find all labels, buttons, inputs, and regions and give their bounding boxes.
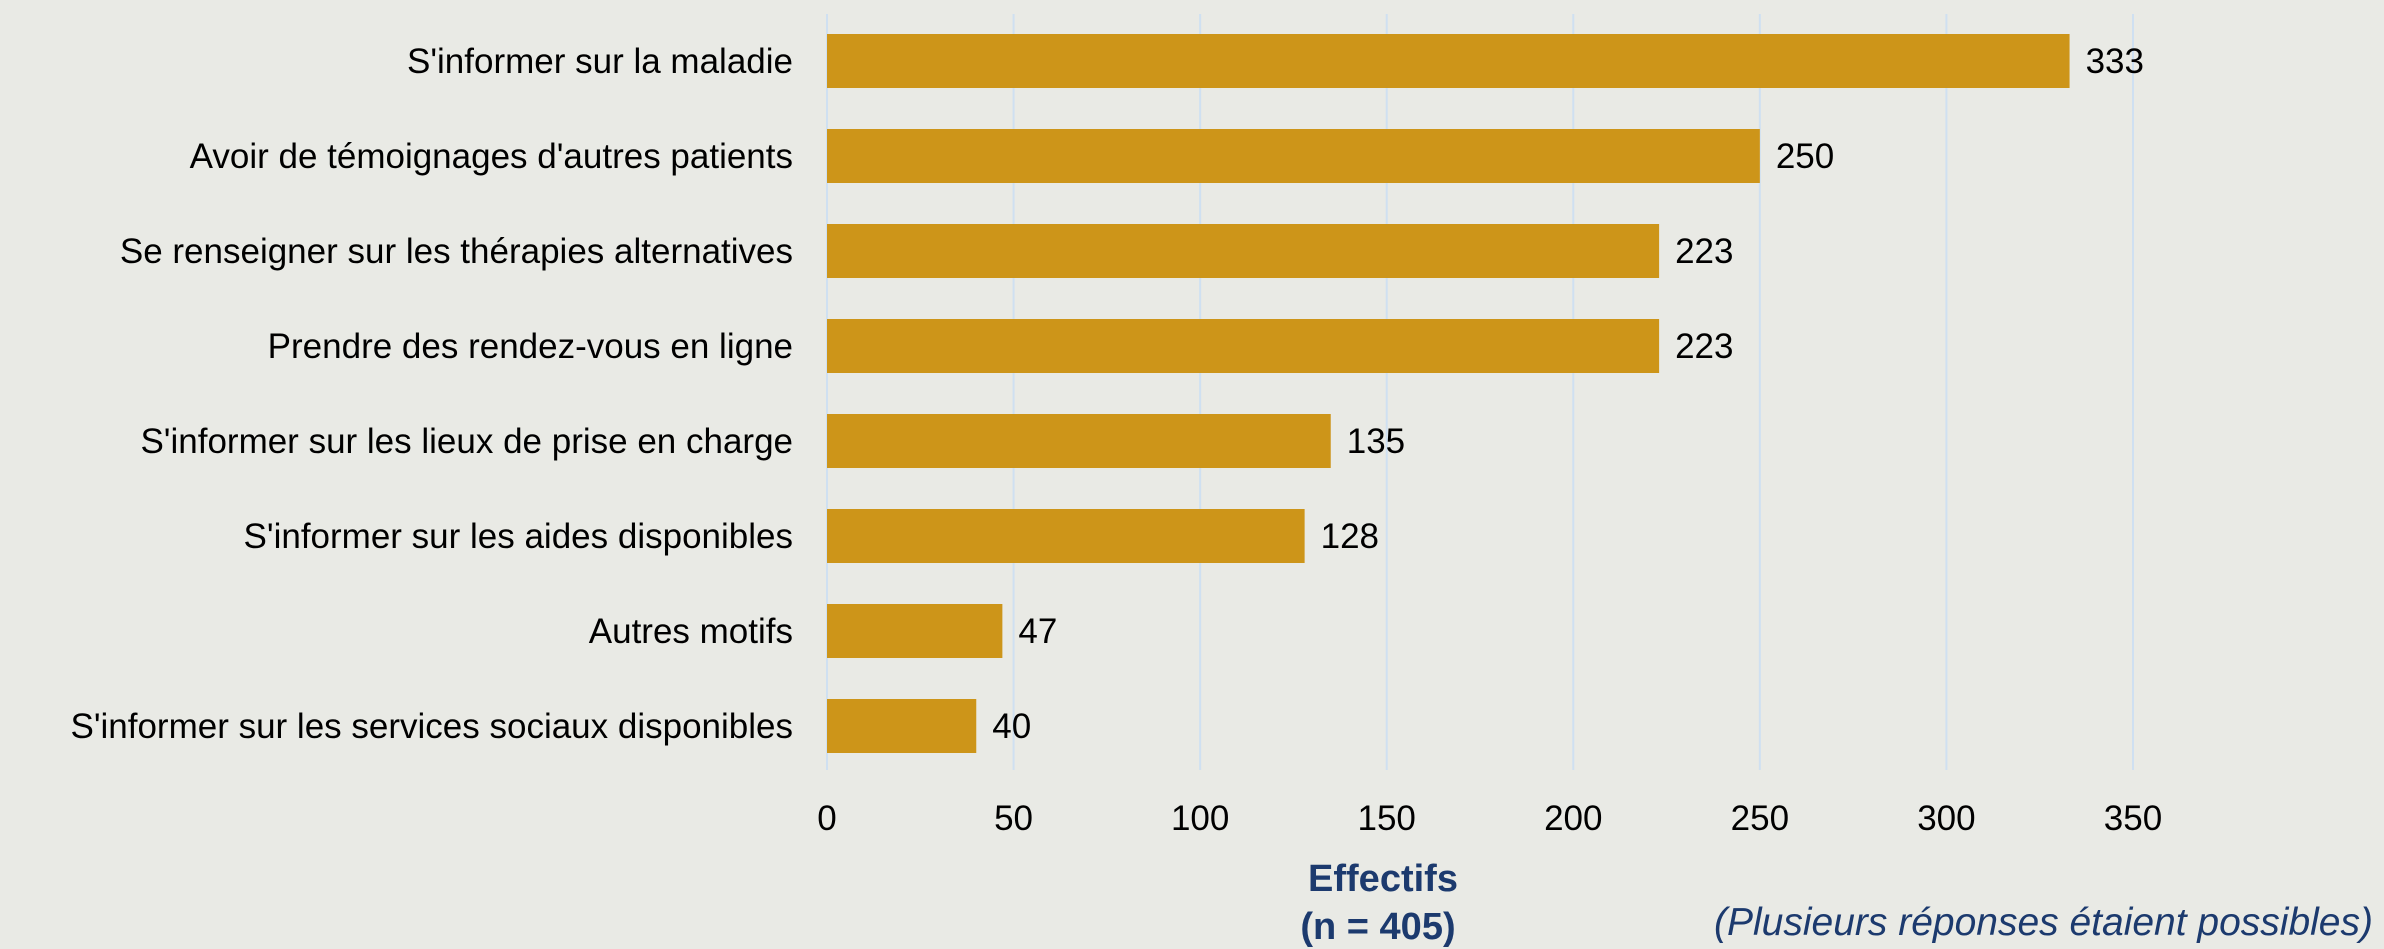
category-label: S'informer sur les aides disponibles (244, 517, 793, 556)
category-label: Prendre des rendez-vous en ligne (268, 327, 793, 366)
bar (827, 414, 1331, 468)
value-labels: 333 250 223 223 135 128 47 40 (992, 42, 2144, 746)
value-label: 223 (1675, 232, 1733, 271)
value-label: 135 (1347, 422, 1405, 461)
category-label: S'informer sur les services sociaux disp… (70, 707, 793, 746)
value-label: 223 (1675, 327, 1733, 366)
footnote: (Plusieurs réponses étaient possibles) (1714, 901, 2373, 944)
x-tick-label: 200 (1544, 799, 1602, 838)
x-tick-label: 100 (1171, 799, 1229, 838)
value-label: 47 (1018, 612, 1057, 651)
category-label: Se renseigner sur les thérapies alternat… (120, 232, 793, 271)
bar (827, 699, 977, 753)
x-tick-labels: 0 50 100 150 200 250 300 350 (817, 799, 2162, 838)
bar (827, 319, 1660, 373)
value-label: 250 (1776, 137, 1834, 176)
category-label: Avoir de témoignages d'autres patients (190, 137, 793, 176)
value-label: 128 (1321, 517, 1379, 556)
category-labels: S'informer sur la maladie Avoir de témoig… (70, 42, 793, 746)
x-tick-label: 250 (1731, 799, 1789, 838)
x-tick-label: 350 (2104, 799, 2162, 838)
x-tick-label: 300 (1917, 799, 1975, 838)
value-label: 40 (992, 707, 1031, 746)
x-tick-label: 50 (994, 799, 1033, 838)
bars (827, 34, 2070, 753)
bar (827, 604, 1003, 658)
x-tick-label: 0 (817, 799, 836, 838)
x-tick-label: 150 (1358, 799, 1416, 838)
value-label: 333 (2086, 42, 2144, 81)
category-label: S'informer sur les lieux de prise en cha… (140, 422, 793, 461)
x-axis-title-line2: (n = 405) (1300, 906, 1455, 948)
bar (827, 509, 1305, 563)
x-axis-title-line1: Effectifs (1308, 858, 1458, 900)
bar (827, 34, 2070, 88)
bar (827, 129, 1760, 183)
bar (827, 224, 1660, 278)
category-label: S'informer sur la maladie (407, 42, 793, 81)
gridlines (826, 14, 2134, 770)
category-label: Autres motifs (589, 612, 793, 651)
